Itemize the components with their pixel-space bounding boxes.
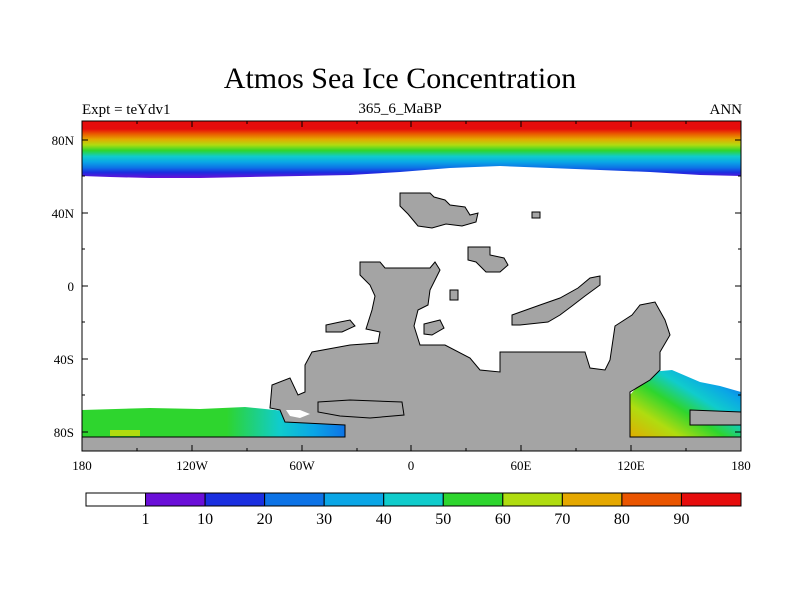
antarctica-landmass [82,261,741,451]
land-masses [82,192,741,451]
landmass-fragment-3 [423,319,445,336]
ice-patch [110,430,140,436]
lon-label-60w: 60W [289,458,315,473]
colorbar-swatch [323,492,385,507]
colorbar-label: 70 [554,511,570,528]
lon-label-180w: 180 [72,458,92,473]
colorbar-labels: 1 10 20 30 40 50 60 70 80 90 [142,511,690,528]
colorbar-swatch [264,492,325,507]
colorbar-swatch [442,492,504,507]
colorbar-swatch [680,492,742,507]
map-title: Atmos Sea Ice Concentration [223,62,577,95]
lat-label-80n: 80N [52,133,75,148]
lat-label-0: 0 [68,279,75,294]
lon-ticks [136,121,687,451]
colorbar-label: 90 [673,511,689,528]
experiment-label: Expt = teYdv1 [82,102,171,118]
colorbar-swatch [621,492,682,507]
colorbar-label: 50 [435,511,451,528]
landmass-north-plate [399,192,479,229]
landmass-east-island [467,246,509,273]
lon-label-180e: 180 [731,458,751,473]
colorbar-label: 30 [316,511,332,528]
colorbar-label: 80 [614,511,630,528]
colorbar-swatch [145,492,206,507]
small-island [531,211,541,219]
landmass-east-peninsula [689,409,741,426]
landmass-southeast-strip [511,275,601,326]
colorbar-label: 60 [495,511,511,528]
colorbar-label: 10 [197,511,213,528]
colorbar-label: 1 [142,511,150,528]
colorbar-swatch [561,492,623,507]
landmass-south-gap [317,399,405,419]
season-label: ANN [709,102,743,118]
colorbar-swatch [383,492,444,507]
lat-label-80s: 80S [54,425,74,440]
colorbar-swatch [502,492,563,507]
colorbar-swatch [204,492,266,507]
lat-label-40s: 40S [54,352,74,367]
colorbar [85,492,742,507]
small-island-2 [449,289,459,301]
antarctic-sea-ice-west [82,407,345,437]
lon-label-60e: 60E [511,458,532,473]
period-label: 365_6_MaBP [358,101,442,117]
lon-label-120e: 120E [617,458,645,473]
open-water-pocket [286,410,310,418]
colorbar-label: 40 [376,511,392,528]
landmass-west-fragment [325,319,356,333]
lat-ticks [82,139,741,433]
colorbar-label: 20 [257,511,273,528]
lat-label-40n: 40N [52,206,75,221]
arctic-sea-ice [82,121,741,178]
lon-label-120w: 120W [176,458,209,473]
colorbar-swatch [85,492,147,507]
lon-label-0: 0 [408,458,415,473]
